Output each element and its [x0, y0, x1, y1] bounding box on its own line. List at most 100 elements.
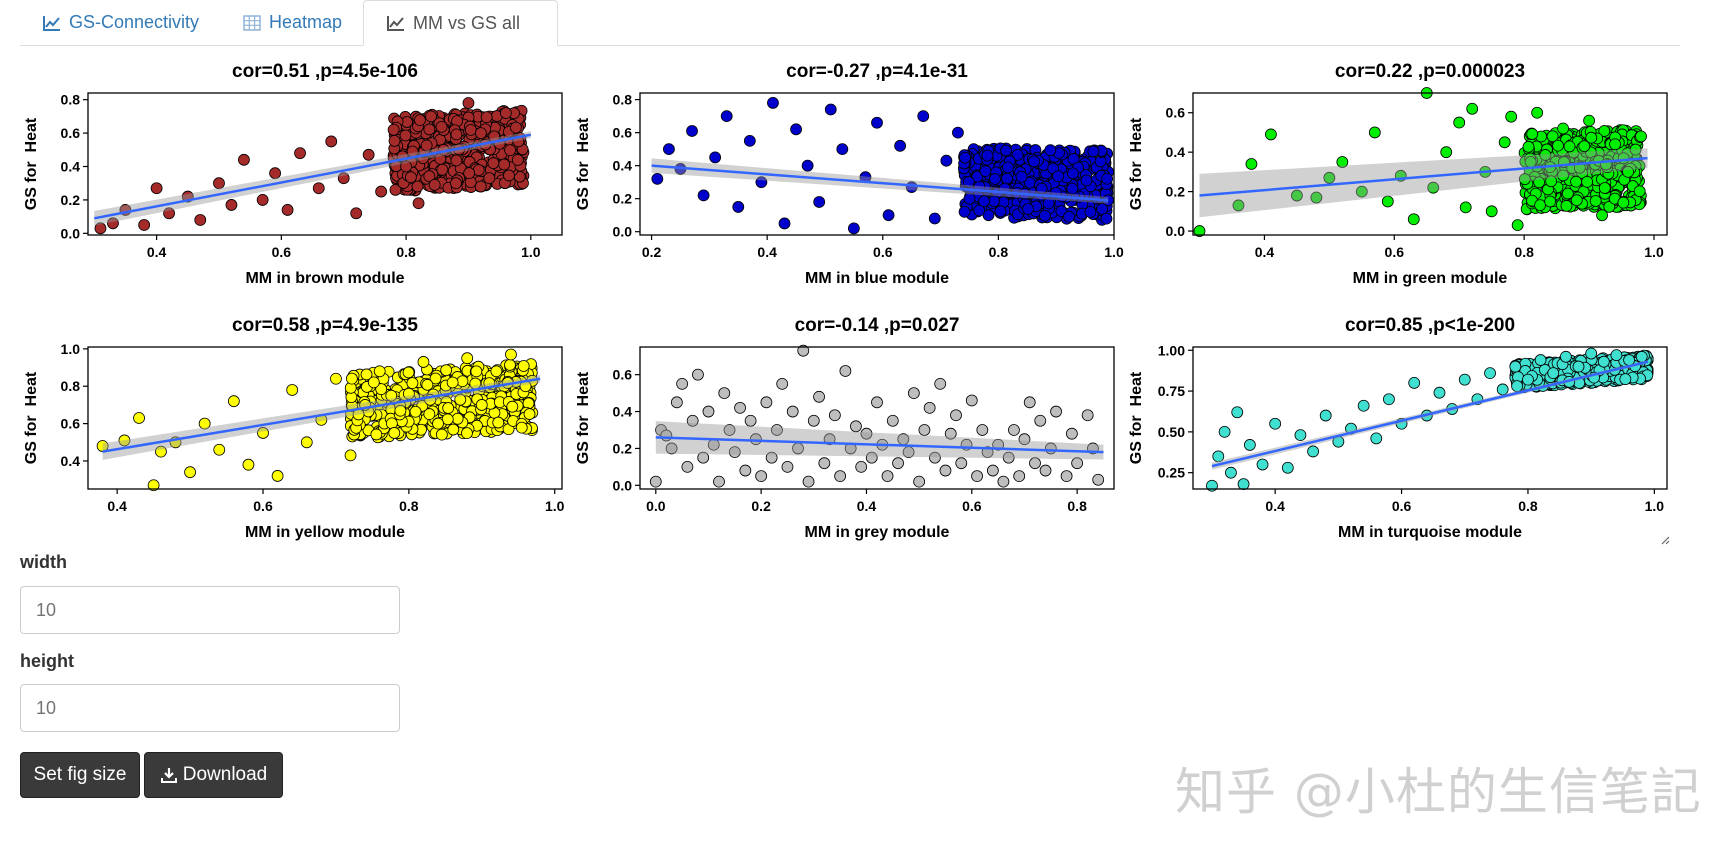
- data-point: [1011, 149, 1024, 161]
- watermark: 知乎 @小杜的生信笔記: [1175, 763, 1702, 821]
- data-point: [1290, 189, 1303, 202]
- data-point: [194, 214, 207, 226]
- data-point: [1619, 373, 1632, 386]
- data-point: [950, 409, 962, 422]
- data-point: [1433, 386, 1446, 399]
- tab-mm-vs-gs-all[interactable]: MM vs GS all: [363, 0, 558, 46]
- x-tick-label: 1.0: [545, 498, 565, 514]
- data-point: [423, 170, 436, 183]
- scatter-plot-turquoise: cor=0.85 ,p<1e-200 0.4 0.6 0.8 1.0 0.25 0.50 0.…: [1128, 315, 1668, 541]
- data-point: [1526, 128, 1539, 140]
- x-tick-label: 0.2: [751, 498, 771, 514]
- data-point: [952, 126, 964, 139]
- data-point: [470, 365, 483, 378]
- data-point: [1484, 367, 1496, 380]
- plot-frame: [639, 92, 1115, 236]
- data-point: [1459, 201, 1472, 214]
- data-point: [1066, 182, 1079, 195]
- data-point: [1458, 373, 1471, 386]
- data-point: [375, 185, 388, 198]
- y-tick-label: 0.6: [613, 125, 633, 141]
- y-tick-label: 0.4: [61, 453, 81, 469]
- x-tick-label: 0.8: [399, 498, 419, 514]
- data-point: [523, 408, 536, 420]
- width-input[interactable]: [20, 586, 400, 634]
- data-point: [1597, 355, 1610, 368]
- data-point: [963, 192, 976, 205]
- data-point: [409, 405, 422, 418]
- data-point: [1603, 200, 1616, 213]
- data-point: [739, 464, 752, 477]
- data-point: [979, 165, 992, 178]
- scatter-plot-green: cor=0.22 ,p=0.000023 0.4 0.6 0.8 1.0 0.0 0.2 0.…: [1128, 61, 1668, 287]
- data-point: [511, 154, 524, 166]
- data-point: [1232, 199, 1245, 212]
- data-point: [475, 399, 488, 411]
- height-input[interactable]: [20, 684, 400, 732]
- data-point: [1071, 457, 1084, 470]
- download-button[interactable]: Download: [144, 752, 283, 798]
- width-label: width: [20, 552, 67, 572]
- x-axis-label: MM in blue module: [805, 270, 949, 287]
- data-point: [720, 110, 733, 123]
- data-point: [107, 217, 119, 230]
- data-point: [1063, 210, 1075, 223]
- data-point: [692, 368, 704, 381]
- data-point: [330, 372, 342, 385]
- data-point: [412, 197, 425, 210]
- data-point: [918, 424, 931, 436]
- x-tick-label: 0.4: [1255, 244, 1275, 260]
- data-point: [1557, 122, 1570, 135]
- data-point: [1633, 185, 1646, 198]
- data-point: [1427, 181, 1440, 194]
- data-point: [1453, 116, 1466, 129]
- plot-title: cor=0.22 ,p=0.000023: [1335, 61, 1525, 82]
- data-point: [1323, 171, 1336, 184]
- data-point: [1559, 350, 1572, 363]
- y-tick-label: 0.75: [1158, 383, 1185, 399]
- data-point: [1570, 175, 1582, 188]
- data-point: [423, 123, 436, 136]
- tab-heatmap[interactable]: Heatmap: [220, 0, 364, 45]
- resize-handle-icon[interactable]: [1660, 535, 1670, 545]
- x-tick-label: 0.6: [253, 498, 273, 514]
- tab-gs-connectivity[interactable]: GS-Connectivity: [20, 0, 221, 45]
- data-point: [813, 196, 826, 208]
- data-point: [1015, 170, 1028, 183]
- data-point: [702, 405, 715, 418]
- data-point: [1039, 209, 1051, 222]
- trend-line: [94, 133, 532, 220]
- data-point: [350, 207, 363, 220]
- data-point: [456, 375, 469, 388]
- data-point: [1310, 191, 1323, 204]
- x-tick-label: 0.8: [1518, 498, 1538, 514]
- data-point: [732, 201, 745, 213]
- data-point: [475, 127, 487, 139]
- data-point: [1307, 445, 1319, 458]
- data-point: [487, 157, 500, 170]
- data-point: [463, 167, 476, 179]
- data-point: [450, 177, 462, 190]
- data-point: [1357, 399, 1370, 412]
- set-fig-size-button[interactable]: Set fig size: [20, 752, 140, 798]
- y-tick-label: 0.8: [61, 378, 81, 394]
- x-tick-label: 0.8: [989, 244, 1009, 260]
- data-point: [744, 414, 757, 427]
- data-point: [778, 217, 791, 230]
- tab-label: Heatmap: [269, 12, 343, 32]
- data-point: [1243, 439, 1256, 451]
- data-point: [1583, 114, 1595, 127]
- data-point: [871, 116, 883, 129]
- data-point: [1581, 175, 1594, 188]
- data-point: [1034, 414, 1047, 427]
- tab-label: MM vs GS all: [413, 12, 521, 33]
- data-point: [503, 169, 515, 182]
- data-point: [1407, 213, 1420, 226]
- data-point: [871, 396, 883, 409]
- data-point: [971, 470, 983, 482]
- data-point: [1001, 172, 1013, 185]
- data-point: [1381, 195, 1394, 208]
- scatter-plot-brown: cor=0.51 ,p=4.5e-106 0.4 0.6 0.8 1.0 0.0 0.2 0.…: [23, 61, 563, 287]
- data-point: [1052, 170, 1064, 183]
- data-point: [1552, 139, 1564, 152]
